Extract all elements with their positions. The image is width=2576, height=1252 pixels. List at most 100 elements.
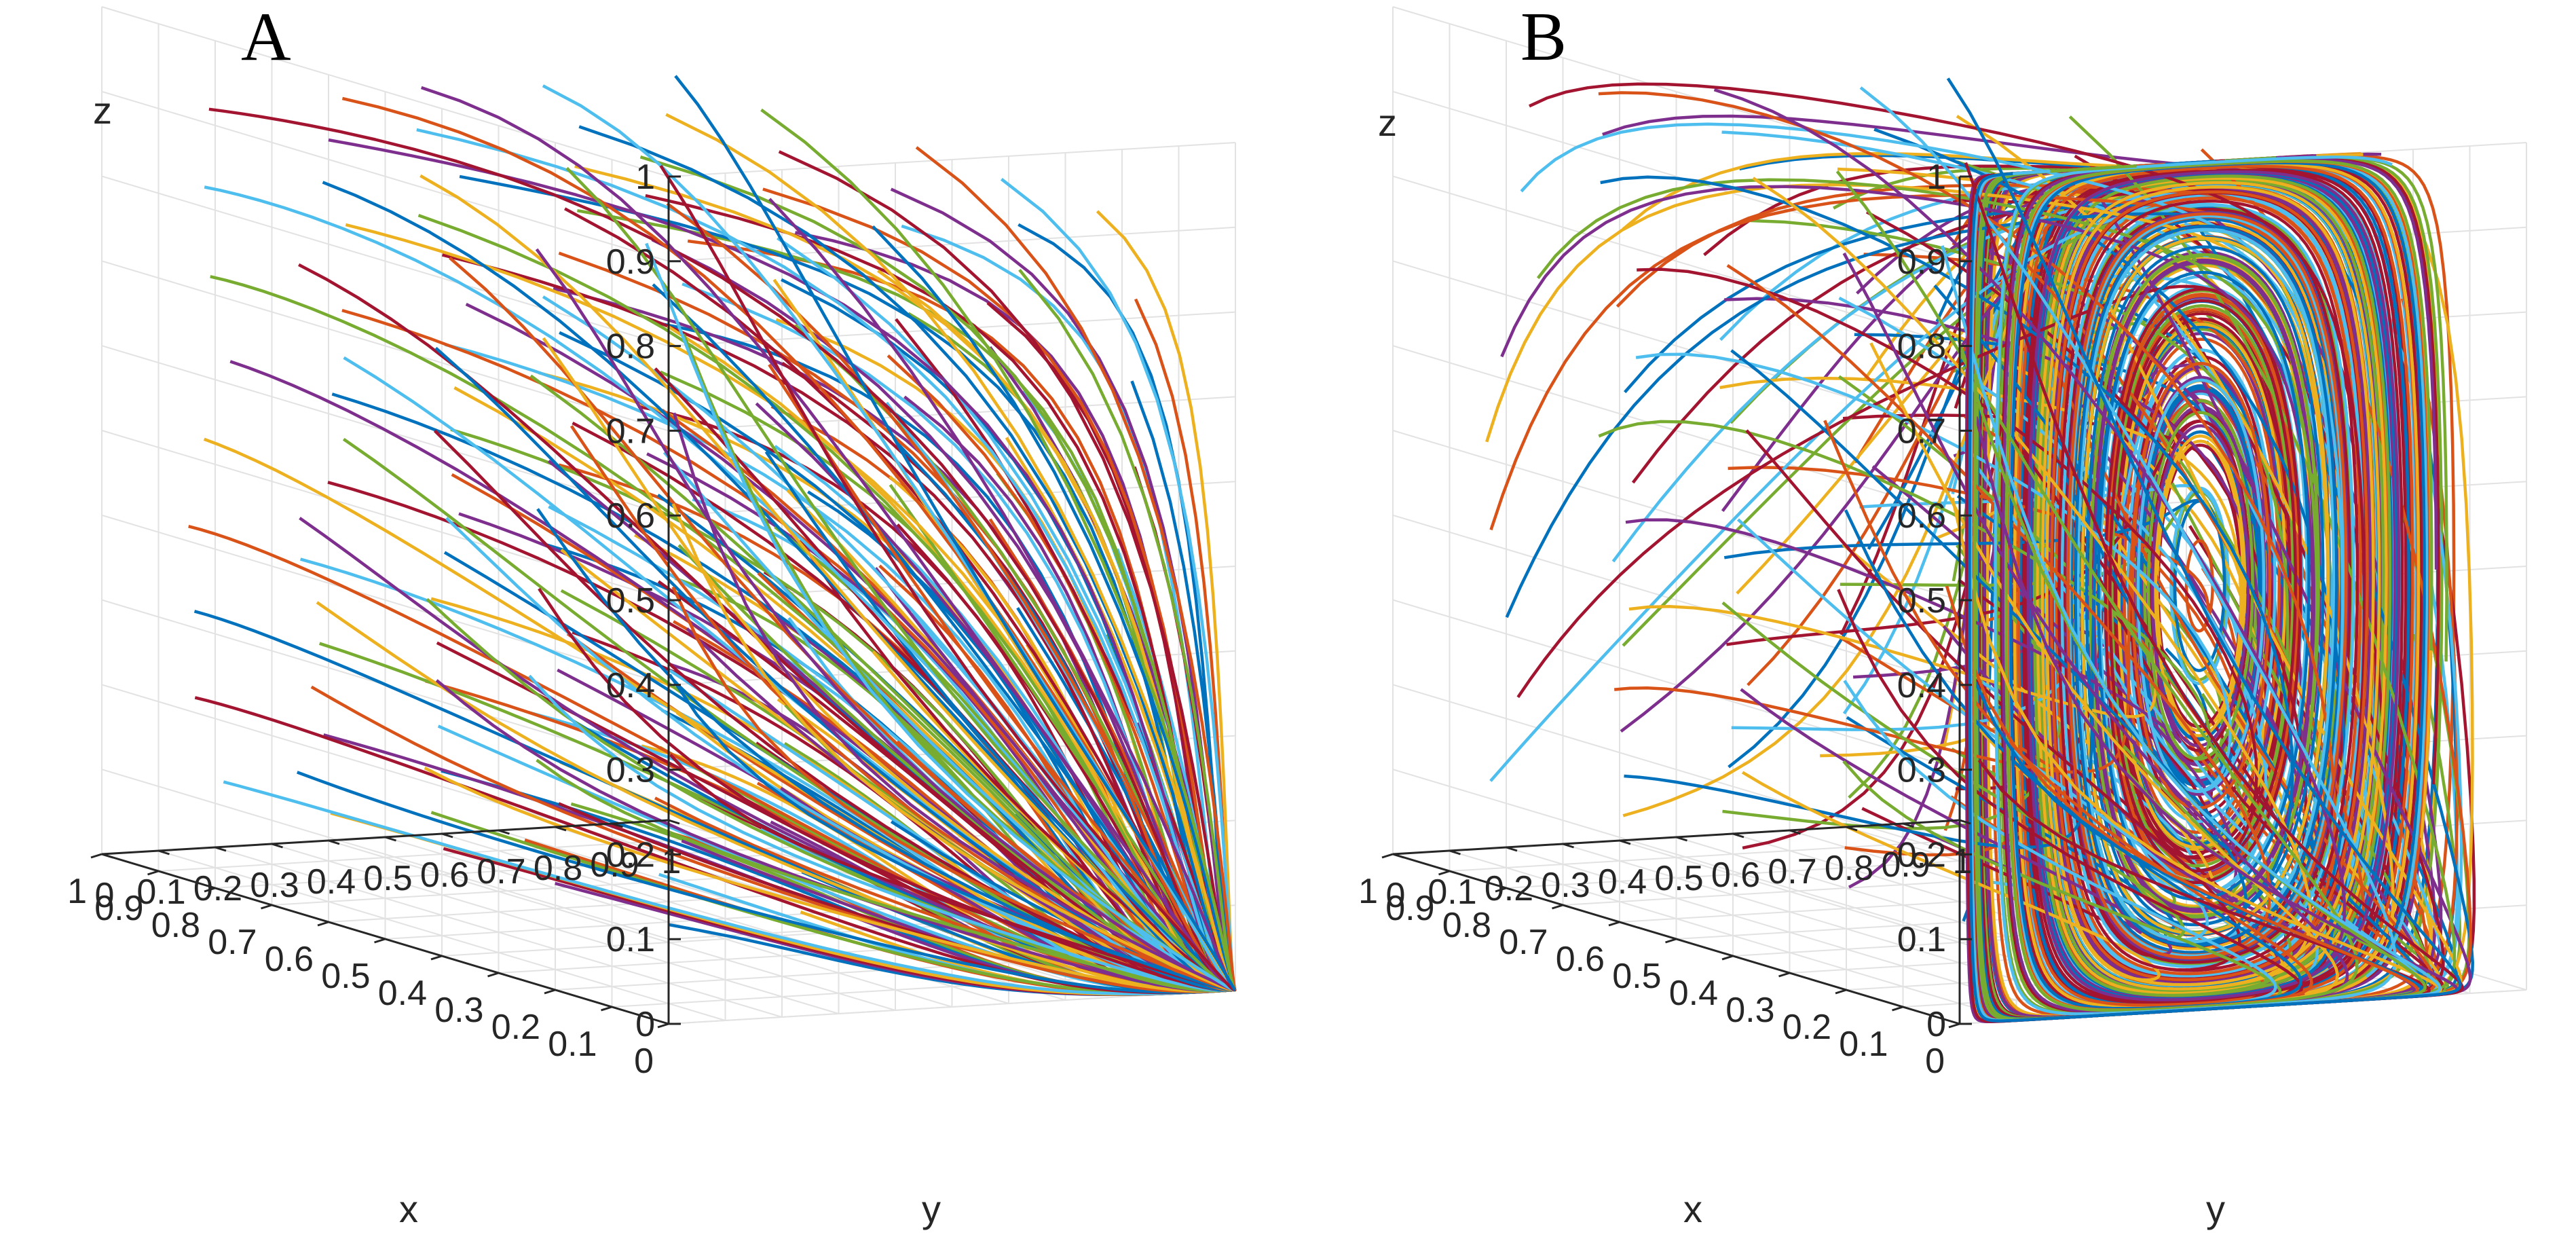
- z-tick-label: 0.6: [606, 496, 655, 536]
- y-tick: [1619, 839, 1631, 845]
- trajectory-line: [1637, 268, 2297, 873]
- y-tick-label: 0.6: [420, 855, 469, 895]
- wall-gridline: [668, 566, 1236, 601]
- panel-a-axes: 00.10.20.30.40.50.60.70.80.9100.10.20.30…: [67, 158, 681, 1081]
- y-tick-label: 0.7: [1768, 852, 1816, 891]
- y-tick: [1903, 822, 1914, 828]
- z-tick-label: 0.7: [1897, 411, 1946, 451]
- z-tick-label: 0: [635, 1005, 655, 1044]
- x-tick: [1948, 1023, 1960, 1029]
- trajectory-line: [1719, 376, 2245, 733]
- wall-gridline: [101, 6, 669, 177]
- trajectory-line: [2038, 179, 2385, 993]
- x-tick-label: 1: [1358, 872, 1378, 911]
- x-tick-label: 0.7: [1499, 923, 1548, 962]
- y-tick-label: 0.7: [477, 852, 525, 891]
- z-tick-label: 0.1: [1897, 920, 1946, 959]
- y-tick: [1563, 843, 1574, 849]
- panel-a-y-axis-label: y: [922, 1187, 941, 1230]
- z-tick-label: 0.9: [1897, 242, 1946, 282]
- trajectory-line: [1635, 352, 2266, 793]
- trajectory-line: [1598, 91, 2369, 982]
- y-tick-label: 0.4: [1598, 862, 1647, 902]
- x-tick: [1552, 904, 1563, 910]
- x-tick: [204, 887, 216, 893]
- wall-gridline: [1392, 175, 1960, 347]
- z-tick-label: 0.3: [606, 751, 655, 790]
- x-tick: [90, 853, 102, 859]
- x-tick: [1495, 887, 1507, 893]
- y-tick-label: 0: [1386, 876, 1406, 915]
- y-tick-label: 0.9: [1881, 845, 1930, 885]
- x-tick: [1721, 955, 1734, 961]
- z-tick-label: 0.5: [606, 581, 655, 621]
- x-tick: [601, 1006, 612, 1012]
- x-tick: [1835, 989, 1847, 995]
- x-tick-label: 0.3: [1725, 991, 1774, 1030]
- z-tick-label: 1: [1926, 158, 1946, 197]
- y-tick: [385, 836, 396, 842]
- x-tick-label: 0.6: [265, 940, 314, 979]
- y-tick: [1846, 826, 1858, 832]
- y-tick-label: 0.6: [1711, 855, 1760, 895]
- y-tick: [1392, 853, 1404, 859]
- x-tick-label: 1: [67, 872, 87, 911]
- wall-gridline: [101, 90, 669, 262]
- z-tick-label: 0.4: [606, 666, 655, 705]
- panel-b-label: B: [1520, 0, 1567, 75]
- trajectory-line: [1854, 333, 2263, 786]
- panel-b-axes: 00.10.20.30.40.50.60.70.80.9100.10.20.30…: [1358, 158, 1972, 1081]
- panel-b-x-axis-label: x: [1683, 1187, 1702, 1230]
- y-tick: [214, 846, 227, 852]
- x-tick: [487, 972, 499, 978]
- y-tick: [498, 829, 510, 835]
- y-tick-label: 0.1: [1427, 872, 1476, 912]
- panel-a-trajectories: [188, 75, 1237, 997]
- x-tick-label: 0.9: [1385, 889, 1434, 928]
- y-tick: [612, 822, 623, 828]
- x-tick: [544, 989, 556, 995]
- z-tick-label: 0.8: [1897, 327, 1946, 367]
- y-tick: [1506, 846, 1518, 852]
- y-tick-label: 0.5: [363, 859, 412, 898]
- trajectory-line: [1536, 178, 2320, 919]
- x-tick: [657, 1023, 669, 1029]
- y-tick-label: 0.4: [307, 862, 356, 902]
- z-tick-label: 0.8: [606, 327, 655, 367]
- y-tick-label: 0.3: [1541, 866, 1590, 905]
- trajectory-line: [1859, 86, 2397, 1016]
- trajectory-line: [2021, 154, 2408, 1004]
- trajectory-line: [674, 75, 1237, 992]
- panel-b: 00.10.20.30.40.50.60.70.80.9100.10.20.30…: [1358, 0, 2527, 1230]
- z-tick-label: 0.9: [606, 242, 655, 282]
- x-tick-label: 0.8: [151, 906, 200, 945]
- x-tick-label: 0.5: [1612, 957, 1661, 996]
- x-tick: [261, 904, 272, 910]
- x-tick: [1665, 938, 1677, 944]
- z-tick-label: 0.2: [606, 835, 655, 874]
- trajectory-line: [1752, 177, 2381, 991]
- panel-b-y-axis-label: y: [2206, 1187, 2225, 1230]
- x-tick-label: 0.3: [434, 991, 483, 1030]
- z-tick-label: 0: [1926, 1005, 1946, 1044]
- x-tick-label: 0.2: [1782, 1008, 1831, 1047]
- x-tick-label: 0.7: [208, 923, 257, 962]
- floor-gridline: [158, 836, 726, 872]
- trajectory-line: [1741, 185, 2375, 987]
- x-tick-label: 0: [634, 1042, 654, 1081]
- y-tick: [1676, 836, 1687, 842]
- x-tick-label: 0.1: [1839, 1025, 1888, 1064]
- y-tick: [441, 832, 453, 839]
- z-tick-label: 0.2: [1897, 835, 1946, 874]
- x-tick-label: 0.6: [1556, 940, 1605, 979]
- trajectory-line: [1946, 77, 2462, 1023]
- y-tick-label: 0.1: [136, 872, 185, 912]
- x-tick-label: 0.5: [321, 957, 370, 996]
- trajectory-line: [1745, 200, 2359, 972]
- z-tick-label: 1: [635, 158, 655, 197]
- trajectory-line: [1713, 88, 2401, 1001]
- trajectory-line: [1625, 424, 2250, 748]
- y-tick-label: 0.3: [250, 866, 299, 905]
- y-tick-label: 0.8: [1825, 849, 1873, 888]
